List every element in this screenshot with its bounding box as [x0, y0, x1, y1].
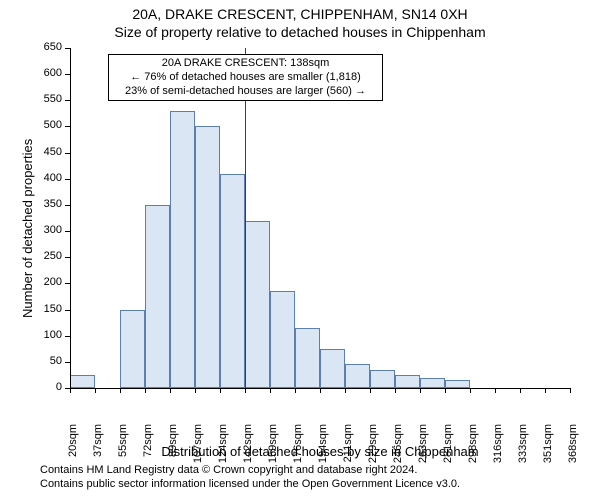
- x-tick-label: 124sqm: [217, 424, 229, 472]
- annotation-line-1: 20A DRAKE CRESCENT: 138sqm: [113, 57, 378, 71]
- x-tick-label: 72sqm: [142, 424, 154, 472]
- title-line-1: 20A, DRAKE CRESCENT, CHIPPENHAM, SN14 0X…: [0, 6, 600, 22]
- x-tick-label: 89sqm: [167, 424, 179, 472]
- y-tick-label: 350: [30, 198, 62, 210]
- x-tick-label: 351sqm: [542, 424, 554, 472]
- footer-line-2: Contains public sector information licen…: [40, 478, 460, 492]
- y-tick-label: 550: [30, 93, 62, 105]
- x-tick-label: 368sqm: [567, 424, 579, 472]
- y-tick-label: 250: [30, 250, 62, 262]
- title-line-2: Size of property relative to detached ho…: [0, 24, 600, 40]
- x-tick-label: 229sqm: [367, 424, 379, 472]
- x-tick-label: 55sqm: [117, 424, 129, 472]
- x-tick-label: 194sqm: [317, 424, 329, 472]
- y-tick-label: 50: [30, 355, 62, 367]
- y-tick-label: 400: [30, 172, 62, 184]
- annotation-line-2: ← 76% of detached houses are smaller (1,…: [113, 71, 378, 85]
- x-tick-label: 142sqm: [242, 424, 254, 472]
- x-tick-label: 333sqm: [517, 424, 529, 472]
- x-tick-label: 316sqm: [492, 424, 504, 472]
- x-tick-label: 246sqm: [392, 424, 404, 472]
- x-tick-label: 107sqm: [192, 424, 204, 472]
- y-tick-label: 150: [30, 303, 62, 315]
- annotation-line-3: 23% of semi-detached houses are larger (…: [113, 85, 378, 99]
- x-tick-label: 37sqm: [92, 424, 104, 472]
- title-block: 20A, DRAKE CRESCENT, CHIPPENHAM, SN14 0X…: [0, 6, 600, 40]
- annotation-box: 20A DRAKE CRESCENT: 138sqm ← 76% of deta…: [108, 54, 383, 101]
- y-tick-label: 300: [30, 224, 62, 236]
- y-tick-label: 100: [30, 329, 62, 341]
- y-tick-label: 600: [30, 67, 62, 79]
- figure: 20A, DRAKE CRESCENT, CHIPPENHAM, SN14 0X…: [0, 0, 600, 500]
- x-tick-label: 159sqm: [267, 424, 279, 472]
- x-tick-label: 298sqm: [467, 424, 479, 472]
- x-tick-label: 176sqm: [292, 424, 304, 472]
- x-tick-label: 20sqm: [67, 424, 79, 472]
- x-tick-label: 211sqm: [342, 424, 354, 472]
- y-tick-label: 200: [30, 276, 62, 288]
- y-tick-label: 500: [30, 119, 62, 131]
- x-tick-label: 281sqm: [442, 424, 454, 472]
- y-tick-label: 450: [30, 146, 62, 158]
- y-tick-label: 650: [30, 41, 62, 53]
- x-tick-label: 263sqm: [417, 424, 429, 472]
- y-tick-label: 0: [30, 381, 62, 393]
